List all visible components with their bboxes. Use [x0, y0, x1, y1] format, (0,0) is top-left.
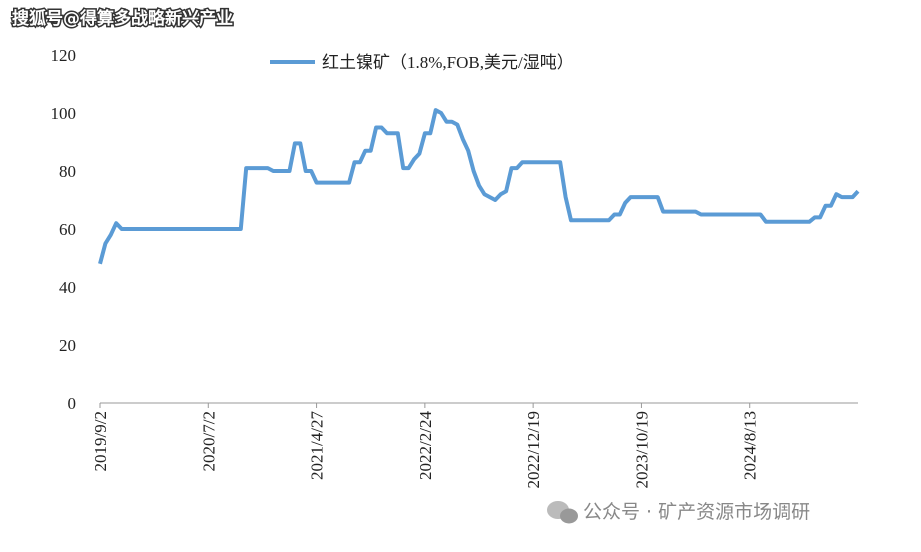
line	[98, 108, 860, 265]
x-tick-label: 2023/10/19	[632, 411, 651, 488]
legend-label: 红土镍矿（1.8%,FOB,美元/湿吨）	[322, 53, 574, 72]
x-tick-label: 2019/9/2	[91, 411, 110, 471]
y-tick-label: 80	[59, 162, 76, 181]
y-tick-label: 100	[51, 104, 77, 123]
x-tick-label: 2021/4/27	[308, 411, 327, 480]
x-tick-label: 2022/2/24	[416, 411, 435, 480]
y-tick-label: 20	[59, 336, 76, 355]
x-tick-label: 2024/8/13	[741, 411, 760, 480]
y-tick-label: 0	[68, 394, 77, 413]
watermark: 公众号 · 矿产资源市场调研	[583, 501, 810, 523]
x-tick-label: 2022/12/19	[524, 411, 543, 488]
y-tick-label: 120	[51, 46, 77, 65]
wechat-icon	[547, 501, 578, 524]
watermark: 搜狐号@得算多战略新兴产业	[12, 8, 233, 29]
x-tick-label: 2020/7/2	[199, 411, 218, 471]
y-tick-label: 40	[59, 278, 76, 297]
y-tick-label: 60	[59, 220, 76, 239]
